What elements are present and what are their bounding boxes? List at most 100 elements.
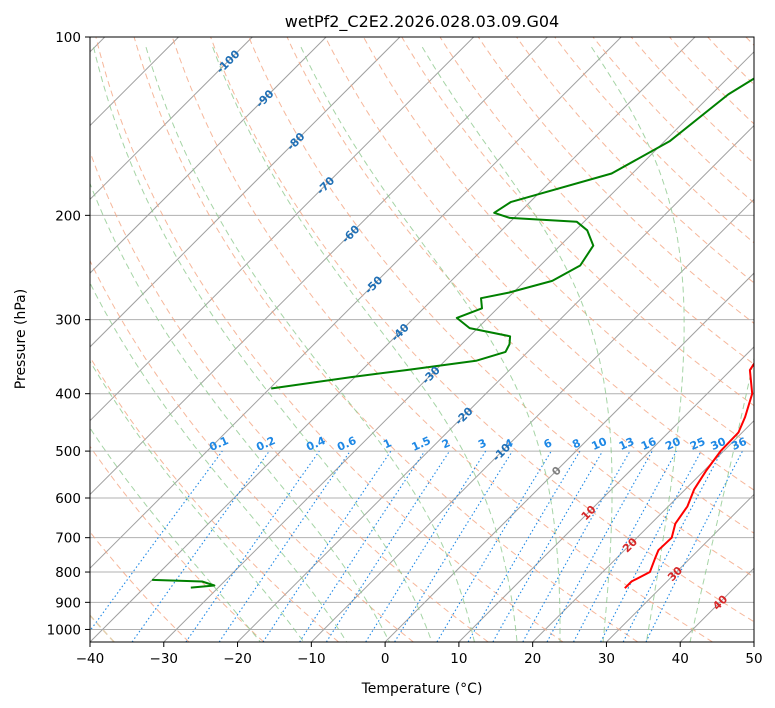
mixing-ratio-label: 20 xyxy=(663,435,683,453)
isotherm-line xyxy=(384,272,754,642)
mixing-ratio-label: 2 xyxy=(440,436,452,451)
dry-adiabat-line xyxy=(477,37,754,324)
mixing-ratio-label: 3 xyxy=(476,436,488,451)
dry-adiabat-line xyxy=(90,356,339,642)
isotherm-line xyxy=(679,567,754,642)
dry-adiabat-line xyxy=(133,37,639,642)
dry-adiabat-line xyxy=(95,37,564,642)
mixing-ratio-label: 16 xyxy=(639,435,659,453)
x-tick-label: −20 xyxy=(223,651,252,667)
dry-adiabat-label: -80 xyxy=(284,130,307,153)
mixing-ratio-line xyxy=(600,450,702,642)
moist-adiabat-line xyxy=(90,182,390,642)
moist-adiabat-line xyxy=(93,46,433,642)
y-tick-label: 100 xyxy=(55,30,81,46)
mixing-ratio-line xyxy=(467,450,581,642)
mixing-ratio-label: 8 xyxy=(570,436,582,451)
isotherm-line xyxy=(753,641,754,642)
moist-adiabat-line xyxy=(145,46,475,642)
y-tick-label: 200 xyxy=(55,208,81,224)
mixing-ratio-line xyxy=(325,450,450,642)
mixing-ratio-line xyxy=(522,450,631,642)
isotherm-line xyxy=(163,51,754,642)
y-tick-label: 1000 xyxy=(47,622,81,638)
isotherm-line xyxy=(90,37,696,642)
dry-adiabat-line xyxy=(401,37,754,407)
isotherm-line xyxy=(237,124,754,642)
dry-adiabat-line xyxy=(516,37,754,284)
mixing-ratio-line xyxy=(492,450,604,642)
mixing-ratio-line xyxy=(131,450,270,642)
moist-adiabat-line xyxy=(212,46,518,642)
dry-adiabat-line xyxy=(324,37,754,491)
y-tick-label: 400 xyxy=(55,387,81,403)
dry-adiabat-line xyxy=(630,37,754,164)
plot-frame xyxy=(89,36,755,643)
chart-title: wetPf2_C2E2.2026.028.03.09.G04 xyxy=(285,12,559,32)
x-tick-label: 40 xyxy=(672,651,689,667)
mixing-ratio-line xyxy=(394,450,513,642)
axes: −40 −30 −20 −10 0 10 20 30 40 50 100 200 300 400 500 60… xyxy=(47,30,763,667)
dry-adiabat-line xyxy=(90,259,414,642)
dry-adiabat-label: -90 xyxy=(253,87,276,110)
dry-adiabat-line xyxy=(210,37,754,623)
mixing-ratio-line xyxy=(218,450,351,642)
mixing-ratio-line xyxy=(365,450,487,642)
isotherm-line xyxy=(90,37,327,274)
moist-adiabat-line xyxy=(689,355,754,642)
dewpoint-trace xyxy=(152,578,216,589)
moist-adiabat-line xyxy=(90,427,262,642)
temperature-trace xyxy=(624,361,754,589)
x-axis-label: Temperature (°C) xyxy=(361,681,483,697)
mixing-ratio-line xyxy=(90,450,223,632)
x-tick-label: −10 xyxy=(297,651,326,667)
dry-adiabat-line xyxy=(363,37,754,449)
isotherm-line xyxy=(458,346,754,642)
line-labels: 0.1 0.2 0.4 0.6 1 1.5 2 3 4 6 8 10 13 16 20 25 30 36-100-… xyxy=(207,47,749,612)
mixing-ratio-line xyxy=(299,450,426,642)
y-axis-label: Pressure (hPa) xyxy=(13,289,29,389)
dewpoint-trace xyxy=(271,77,754,390)
x-tick-label: −40 xyxy=(76,651,105,667)
dry-adiabat-line xyxy=(745,37,754,46)
mixing-ratio-line xyxy=(185,450,320,642)
mixing-ratio-label: 6 xyxy=(542,436,555,451)
x-tick-label: 0 xyxy=(381,651,390,667)
isotherm-line xyxy=(90,37,548,496)
dry-adiabat-line xyxy=(90,445,265,642)
y-tick-label: 300 xyxy=(55,313,81,329)
moist-adiabat-line xyxy=(90,281,348,642)
x-tick-label: 30 xyxy=(598,651,615,667)
mixing-ratio-label: 13 xyxy=(617,435,636,453)
dry-adiabat-line xyxy=(554,37,754,244)
x-tick-label: 10 xyxy=(450,651,467,667)
isotherm-line xyxy=(90,37,475,422)
mixing-ratio-line xyxy=(573,450,677,642)
plot-area xyxy=(90,37,754,642)
x-tick-label: 50 xyxy=(745,651,762,667)
mixing-ratio-label: 1 xyxy=(381,436,393,451)
isotherm-line xyxy=(310,198,754,642)
y-tick-label: 800 xyxy=(55,565,81,581)
moist-adiabat-line xyxy=(300,46,561,642)
dry-adiabat-line xyxy=(707,37,754,86)
mixing-ratio-label: 30 xyxy=(709,435,729,453)
mixing-ratio-label: 10 xyxy=(590,435,610,453)
x-tick-label: −30 xyxy=(150,651,179,667)
dry-adiabat-line xyxy=(248,37,754,578)
y-tick-label: 900 xyxy=(55,595,81,611)
mixing-ratio-label: 36 xyxy=(729,435,749,453)
moist-adiabat-line xyxy=(421,46,613,642)
x-tick-label: 20 xyxy=(524,651,541,667)
moist-adiabat-line xyxy=(90,360,305,642)
dry-adiabat-line xyxy=(90,150,489,642)
mixing-ratio-label: 25 xyxy=(688,435,707,453)
isotherm-line xyxy=(90,37,253,201)
y-tick-label: 700 xyxy=(55,531,81,547)
y-tick-label: 500 xyxy=(55,444,81,460)
y-tick-label: 600 xyxy=(55,491,81,507)
moist-adiabat-line xyxy=(591,46,685,642)
isotherm-line xyxy=(532,419,754,642)
mixing-ratio-line xyxy=(436,450,552,642)
